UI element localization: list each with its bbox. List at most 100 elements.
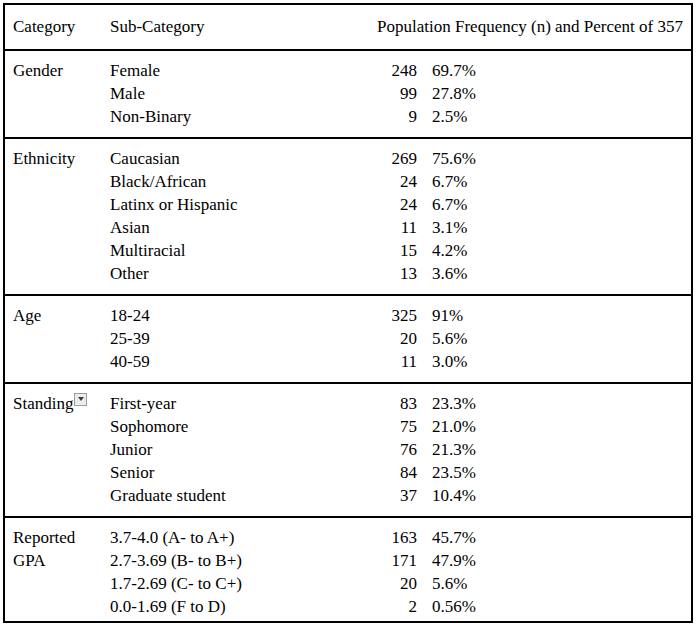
frequency-cell: 84	[310, 461, 417, 484]
percent-cell: 69.7%	[417, 59, 691, 82]
percent-cell: 75.6%	[417, 147, 691, 170]
table-section: Gender Female 248 69.7% Male 99 27.8% No…	[5, 49, 691, 137]
table-row: 40-59 11 3.0%	[110, 350, 691, 373]
subcategory-cell: 18-24	[110, 304, 310, 327]
percent-cell: 21.0%	[417, 415, 691, 438]
dropdown-arrow-icon[interactable]	[74, 393, 87, 406]
frequency-cell: 325	[310, 304, 417, 327]
subcategory-cell: Non-Binary	[110, 105, 310, 128]
frequency-cell: 171	[310, 549, 417, 572]
percent-cell: 21.3%	[417, 438, 691, 461]
percent-cell: 23.3%	[417, 392, 691, 415]
subcategory-cell: Junior	[110, 438, 310, 461]
category-label: Ethnicity	[13, 149, 75, 168]
frequency-cell: 11	[310, 350, 417, 373]
subcategory-cell: Asian	[110, 216, 310, 239]
table-row: Senior 84 23.5%	[110, 461, 691, 484]
percent-cell: 6.7%	[417, 193, 691, 216]
category-cell: Gender	[5, 59, 110, 128]
table-row: First-year 83 23.3%	[110, 392, 691, 415]
percent-cell: 3.6%	[417, 262, 691, 285]
section-rows: 18-24 325 91% 25-39 20 5.6% 40-59 11 3.0…	[110, 304, 691, 373]
subcategory-cell: Latinx or Hispanic	[110, 193, 310, 216]
demographics-table: Category Sub-Category Population Frequen…	[3, 3, 693, 623]
table-row: Non-Binary 9 2.5%	[110, 105, 691, 128]
subcategory-cell: 0.0-1.69 (F to D)	[110, 595, 310, 618]
table-row: Other 13 3.6%	[110, 262, 691, 285]
table-row: 1.7-2.69 (C- to C+) 20 5.6%	[110, 572, 691, 595]
percent-cell: 91%	[417, 304, 691, 327]
frequency-cell: 13	[310, 262, 417, 285]
frequency-cell: 24	[310, 193, 417, 216]
percent-cell: 6.7%	[417, 170, 691, 193]
category-cell: Ethnicity	[5, 147, 110, 285]
percent-cell: 45.7%	[417, 526, 691, 549]
section-rows: Caucasian 269 75.6% Black/African 24 6.7…	[110, 147, 691, 285]
frequency-cell: 248	[310, 59, 417, 82]
subcategory-cell: Male	[110, 82, 310, 105]
percent-cell: 47.9%	[417, 549, 691, 572]
subcategory-cell: Multiracial	[110, 239, 310, 262]
subcategory-cell: Sophomore	[110, 415, 310, 438]
table-section: Reported GPA 3.7-4.0 (A- to A+) 163 45.7…	[5, 516, 691, 627]
subcategory-cell: Caucasian	[110, 147, 310, 170]
table-row: 0.0-1.69 (F to D) 2 0.56%	[110, 595, 691, 618]
table-row: 25-39 20 5.6%	[110, 327, 691, 350]
table-row: Black/African 24 6.7%	[110, 170, 691, 193]
frequency-cell: 83	[310, 392, 417, 415]
category-cell: Reported GPA	[5, 526, 110, 618]
header-category: Category	[5, 17, 110, 37]
header-sub-category: Sub-Category	[110, 17, 310, 37]
subcategory-cell: 2.7-3.69 (B- to B+)	[110, 549, 310, 572]
subcategory-cell: 25-39	[110, 327, 310, 350]
table-row: 3.7-4.0 (A- to A+) 163 45.7%	[110, 526, 691, 549]
frequency-cell: 15	[310, 239, 417, 262]
subcategory-cell: 3.7-4.0 (A- to A+)	[110, 526, 310, 549]
subcategory-cell: Female	[110, 59, 310, 82]
percent-cell: 2.5%	[417, 105, 691, 128]
dropdown-triangle	[78, 397, 84, 401]
percent-cell: 27.8%	[417, 82, 691, 105]
frequency-cell: 37	[310, 484, 417, 507]
table-row: Female 248 69.7%	[110, 59, 691, 82]
table-body: Gender Female 248 69.7% Male 99 27.8% No…	[5, 49, 691, 627]
frequency-cell: 20	[310, 327, 417, 350]
frequency-cell: 163	[310, 526, 417, 549]
table-row: Graduate student 37 10.4%	[110, 484, 691, 507]
subcategory-cell: 40-59	[110, 350, 310, 373]
table-row: Asian 11 3.1%	[110, 216, 691, 239]
table-row: 18-24 325 91%	[110, 304, 691, 327]
frequency-cell: 99	[310, 82, 417, 105]
section-rows: 3.7-4.0 (A- to A+) 163 45.7% 2.7-3.69 (B…	[110, 526, 691, 618]
header-frequency: Population Frequency (n) and Percent of …	[310, 17, 691, 37]
percent-cell: 5.6%	[417, 572, 691, 595]
category-label: Gender	[13, 61, 63, 80]
frequency-cell: 269	[310, 147, 417, 170]
table-row: Latinx or Hispanic 24 6.7%	[110, 193, 691, 216]
frequency-cell: 76	[310, 438, 417, 461]
frequency-cell: 24	[310, 170, 417, 193]
percent-cell: 4.2%	[417, 239, 691, 262]
subcategory-cell: Graduate student	[110, 484, 310, 507]
table-header-row: Category Sub-Category Population Frequen…	[5, 5, 691, 49]
frequency-cell: 11	[310, 216, 417, 239]
subcategory-cell: 1.7-2.69 (C- to C+)	[110, 572, 310, 595]
table-row: Multiracial 15 4.2%	[110, 239, 691, 262]
percent-cell: 10.4%	[417, 484, 691, 507]
category-cell: Standing	[5, 392, 110, 507]
table-row: Sophomore 75 21.0%	[110, 415, 691, 438]
table-section: Ethnicity Caucasian 269 75.6% Black/Afri…	[5, 137, 691, 294]
frequency-cell: 75	[310, 415, 417, 438]
subcategory-cell: Senior	[110, 461, 310, 484]
category-label: Reported GPA	[13, 528, 75, 570]
category-cell: Age	[5, 304, 110, 373]
subcategory-cell: Black/African	[110, 170, 310, 193]
subcategory-cell: First-year	[110, 392, 310, 415]
table-section: Standing First-year 83 23.3% Sophomore 7…	[5, 382, 691, 516]
subcategory-cell: Other	[110, 262, 310, 285]
section-rows: Female 248 69.7% Male 99 27.8% Non-Binar…	[110, 59, 691, 128]
frequency-cell: 9	[310, 105, 417, 128]
table-row: 2.7-3.69 (B- to B+) 171 47.9%	[110, 549, 691, 572]
percent-cell: 5.6%	[417, 327, 691, 350]
percent-cell: 0.56%	[417, 595, 691, 618]
